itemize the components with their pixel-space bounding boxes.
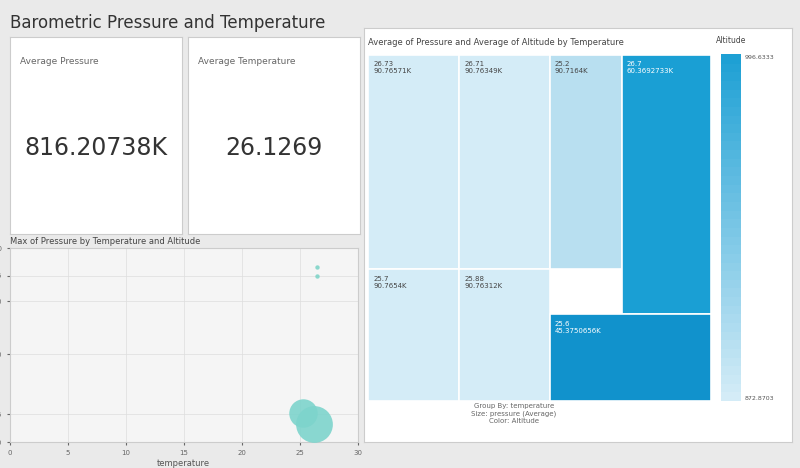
Point bbox=[307, 420, 320, 427]
Bar bbox=[722, 167, 741, 176]
Text: 26.73
90.76571K: 26.73 90.76571K bbox=[374, 61, 411, 74]
Text: 872.8703: 872.8703 bbox=[745, 396, 774, 401]
Bar bbox=[722, 72, 741, 81]
Bar bbox=[722, 236, 741, 245]
Bar bbox=[722, 201, 741, 211]
Bar bbox=[550, 55, 622, 270]
Bar bbox=[722, 97, 741, 107]
Bar bbox=[622, 55, 710, 314]
Text: Max of Pressure by Temperature and Altitude: Max of Pressure by Temperature and Altit… bbox=[10, 237, 200, 246]
Text: 996.6333: 996.6333 bbox=[745, 55, 774, 60]
Text: Average Temperature: Average Temperature bbox=[198, 57, 296, 66]
Bar bbox=[722, 348, 741, 358]
Bar bbox=[722, 314, 741, 323]
Bar bbox=[722, 244, 741, 254]
Point bbox=[310, 263, 323, 271]
Bar bbox=[722, 391, 741, 401]
Bar bbox=[722, 184, 741, 193]
Bar bbox=[722, 106, 741, 116]
Bar bbox=[722, 296, 741, 306]
Bar bbox=[722, 132, 741, 141]
Bar bbox=[722, 63, 741, 72]
Text: 25.88
90.76312K: 25.88 90.76312K bbox=[464, 276, 502, 289]
Text: Altitude: Altitude bbox=[716, 36, 746, 44]
Bar bbox=[722, 339, 741, 349]
Point bbox=[297, 409, 310, 417]
Bar bbox=[722, 158, 741, 168]
Bar bbox=[722, 383, 741, 392]
Bar bbox=[722, 305, 741, 314]
Bar bbox=[722, 271, 741, 280]
Bar bbox=[722, 366, 741, 375]
Bar bbox=[722, 192, 741, 202]
Bar bbox=[722, 115, 741, 124]
Bar bbox=[722, 374, 741, 384]
Bar bbox=[722, 149, 741, 159]
Bar bbox=[722, 140, 741, 150]
Bar bbox=[368, 270, 459, 401]
Text: 816.20738K: 816.20738K bbox=[24, 136, 167, 160]
Text: 25.7
90.7654K: 25.7 90.7654K bbox=[374, 276, 407, 289]
Bar bbox=[722, 288, 741, 297]
Bar bbox=[722, 357, 741, 366]
Text: 26.71
90.76349K: 26.71 90.76349K bbox=[464, 61, 502, 74]
Text: 25.6
45.3750656K: 25.6 45.3750656K bbox=[555, 321, 602, 334]
Bar bbox=[722, 80, 741, 89]
X-axis label: temperature: temperature bbox=[157, 459, 210, 468]
Bar bbox=[459, 55, 550, 270]
Text: Average of Pressure and Average of Altitude by Temperature: Average of Pressure and Average of Altit… bbox=[368, 38, 624, 47]
Point bbox=[310, 272, 323, 280]
Bar bbox=[722, 89, 741, 98]
Bar bbox=[722, 219, 741, 228]
Bar bbox=[459, 270, 550, 401]
Bar bbox=[722, 227, 741, 236]
Bar bbox=[722, 331, 741, 340]
Bar bbox=[722, 279, 741, 288]
Bar bbox=[722, 253, 741, 263]
Bar bbox=[722, 210, 741, 219]
Bar bbox=[722, 124, 741, 133]
Text: Average Pressure: Average Pressure bbox=[20, 57, 98, 66]
Bar bbox=[722, 175, 741, 185]
Text: 26.7
60.3692733K: 26.7 60.3692733K bbox=[626, 61, 674, 74]
Bar bbox=[722, 322, 741, 332]
Bar bbox=[368, 55, 459, 270]
Bar bbox=[722, 262, 741, 271]
Text: Barometric Pressure and Temperature: Barometric Pressure and Temperature bbox=[10, 14, 325, 32]
Bar bbox=[550, 314, 710, 401]
Text: 25.2
90.7164K: 25.2 90.7164K bbox=[555, 61, 589, 74]
Text: Group By: temperature
Size: pressure (Average)
Color: Altitude: Group By: temperature Size: pressure (Av… bbox=[471, 403, 557, 424]
Bar bbox=[722, 54, 741, 64]
Text: 26.1269: 26.1269 bbox=[226, 136, 322, 160]
